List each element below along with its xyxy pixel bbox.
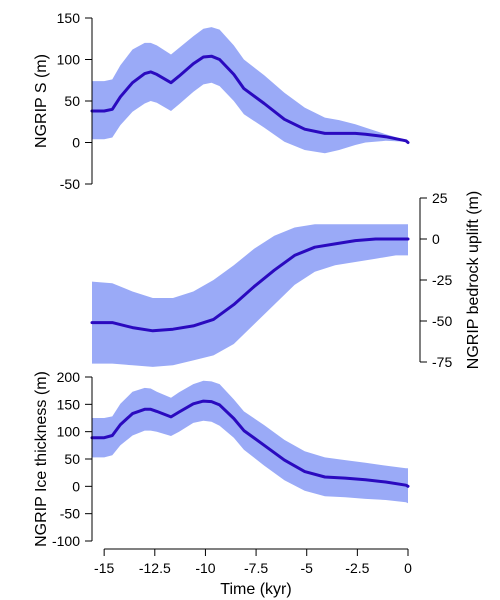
confidence-band: [92, 224, 408, 367]
y-tick-label: 25: [432, 190, 448, 206]
y-tick-label: 100: [57, 52, 81, 68]
x-tick-label: -2.5: [345, 560, 369, 576]
x-tick-label: 0: [404, 560, 412, 576]
y-tick-label: 0: [72, 478, 80, 494]
series-line: [90, 54, 410, 144]
x-tick-label: -10: [195, 560, 215, 576]
y-tick-label: 150: [57, 10, 81, 26]
y-tick-label: 150: [57, 396, 81, 412]
y-tick-label: 0: [432, 231, 440, 247]
y-axis-label: NGRIP bedrock uplift (m): [465, 191, 482, 369]
y-tick-label: -50: [60, 506, 80, 522]
y-tick-label: 0: [72, 135, 80, 151]
y-tick-label: -75: [432, 354, 452, 370]
panel-s: -50 0 50 100 150 NGRIP S (m): [33, 10, 410, 192]
confidence-band: [92, 380, 408, 504]
x-tick-label: -12.5: [139, 560, 171, 576]
y-tick-label: -50: [432, 313, 452, 329]
series-line: [90, 399, 410, 488]
y-tick-label: -100: [52, 533, 80, 549]
x-tick-label: -7.5: [244, 560, 268, 576]
y-tick-label: 50: [64, 93, 80, 109]
confidence-band: [92, 27, 408, 154]
series-line: [90, 237, 410, 333]
y-tick-label: -25: [432, 272, 452, 288]
x-tick-label: -5: [300, 560, 313, 576]
y-tick-label: -50: [60, 176, 80, 192]
y-axis-label: NGRIP Ice thickness (m): [33, 371, 50, 547]
panel-uplift: -75 -50 -25 0 25 NGRIP bedrock uplift (m): [90, 190, 482, 370]
y-axis-label: NGRIP S (m): [33, 54, 50, 148]
y-tick-label: 50: [64, 451, 80, 467]
y-tick-label: 200: [57, 369, 81, 385]
y-tick-label: 100: [57, 424, 81, 440]
x-axis-label: Time (kyr): [220, 581, 291, 598]
x-tick-label: -15: [94, 560, 114, 576]
